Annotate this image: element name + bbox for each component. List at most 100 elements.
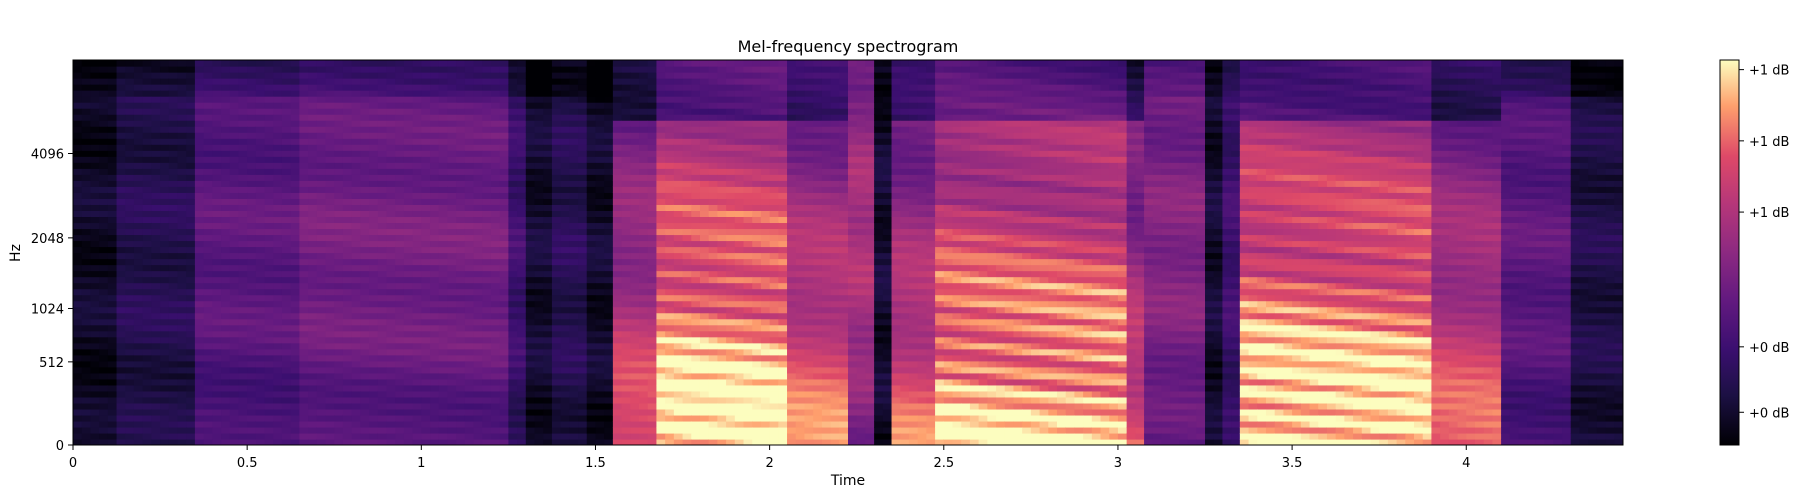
heatmap-cell <box>578 150 588 157</box>
heatmap-cell <box>421 318 431 326</box>
heatmap-cell <box>99 276 109 284</box>
heatmap-cell <box>212 168 222 175</box>
heatmap-cell <box>342 120 353 127</box>
heatmap-cell <box>299 414 309 422</box>
heatmap-cell <box>325 210 335 218</box>
heatmap-cell <box>125 432 135 440</box>
heatmap-cell <box>386 120 396 127</box>
heatmap-cell <box>186 258 196 266</box>
heatmap-cell <box>316 300 327 308</box>
heatmap-cell <box>508 156 518 163</box>
heatmap-cell <box>456 198 466 205</box>
heatmap-cell <box>377 378 388 386</box>
heatmap-cell <box>473 282 483 290</box>
heatmap-cell <box>490 60 501 67</box>
heatmap-cell <box>673 408 684 416</box>
heatmap-cell <box>299 420 309 428</box>
heatmap-cell <box>403 288 414 296</box>
heatmap-cell <box>464 72 475 79</box>
heatmap-cell <box>264 372 274 380</box>
heatmap-cell <box>386 114 396 121</box>
heatmap-cell <box>586 216 597 224</box>
heatmap-cell <box>699 258 710 266</box>
heatmap-cell <box>421 354 431 362</box>
heatmap-cell <box>351 408 361 416</box>
heatmap-cell <box>316 90 327 97</box>
heatmap-cell <box>647 438 658 445</box>
heatmap-cell <box>99 354 109 362</box>
heatmap-cell <box>325 432 335 440</box>
heatmap-cell <box>717 318 727 326</box>
heatmap-cell <box>708 366 718 374</box>
heatmap-cell <box>490 120 501 127</box>
heatmap-cell <box>81 294 92 302</box>
heatmap-cell <box>377 372 388 380</box>
heatmap-cell <box>482 228 492 236</box>
heatmap-cell <box>708 318 718 326</box>
heatmap-cell <box>73 192 83 199</box>
heatmap-cell <box>221 198 231 205</box>
heatmap-cell <box>656 162 666 169</box>
heatmap-cell <box>151 312 161 320</box>
heatmap-cell <box>412 78 422 85</box>
heatmap-cell <box>360 102 370 109</box>
heatmap-cell <box>656 372 666 380</box>
heatmap-cell <box>403 378 414 386</box>
heatmap-cell <box>438 264 449 272</box>
heatmap-cell <box>665 246 675 254</box>
heatmap-cell <box>73 90 83 97</box>
heatmap-cell <box>351 192 361 199</box>
heatmap-cell <box>229 384 240 392</box>
heatmap-cell <box>734 288 745 296</box>
heatmap-cell <box>403 408 414 416</box>
heatmap-cell <box>438 156 449 163</box>
heatmap-cell <box>116 258 126 266</box>
heatmap-cell <box>107 426 118 434</box>
heatmap-cell <box>743 282 753 290</box>
heatmap-cell <box>456 174 466 181</box>
heatmap-cell <box>586 384 597 392</box>
heatmap-cell <box>490 264 501 272</box>
heatmap-cell <box>194 294 205 302</box>
heatmap-cell <box>543 102 553 109</box>
heatmap-cell <box>160 246 170 254</box>
heatmap-cell <box>351 216 361 224</box>
heatmap-cell <box>412 186 422 193</box>
heatmap-cell <box>177 120 187 127</box>
heatmap-cell <box>534 132 544 139</box>
heatmap-cell <box>247 162 257 169</box>
heatmap-cell <box>673 258 684 266</box>
heatmap-cell <box>560 276 570 284</box>
heatmap-cell <box>90 420 100 428</box>
heatmap-cell <box>421 198 431 205</box>
heatmap-cell <box>517 336 527 344</box>
heatmap-cell <box>99 378 109 386</box>
heatmap-cell <box>604 372 614 380</box>
heatmap-cell <box>595 216 605 224</box>
heatmap-cell <box>403 114 414 121</box>
heatmap-cell <box>90 138 100 145</box>
heatmap-cell <box>421 78 431 85</box>
heatmap-cell <box>699 180 710 187</box>
heatmap-cell <box>281 204 292 211</box>
heatmap-cell <box>630 96 640 103</box>
heatmap-cell <box>290 318 301 326</box>
heatmap-cell <box>630 60 640 67</box>
heatmap-cell <box>525 96 536 103</box>
heatmap-cell <box>255 402 266 410</box>
heatmap-cell <box>639 186 649 193</box>
heatmap-cell <box>99 150 109 157</box>
heatmap-cell <box>194 348 205 356</box>
heatmap-cell <box>630 150 640 157</box>
heatmap-cell <box>665 144 675 151</box>
heatmap-cell <box>473 438 483 445</box>
heatmap-cell <box>273 258 283 266</box>
heatmap-cell <box>325 378 335 386</box>
heatmap-cell <box>578 258 588 266</box>
heatmap-cell <box>386 324 396 332</box>
heatmap-cell <box>482 426 492 434</box>
heatmap-cell <box>421 360 431 368</box>
heatmap-cell <box>369 258 379 266</box>
heatmap-cell <box>525 414 536 422</box>
heatmap-cell <box>142 120 152 127</box>
